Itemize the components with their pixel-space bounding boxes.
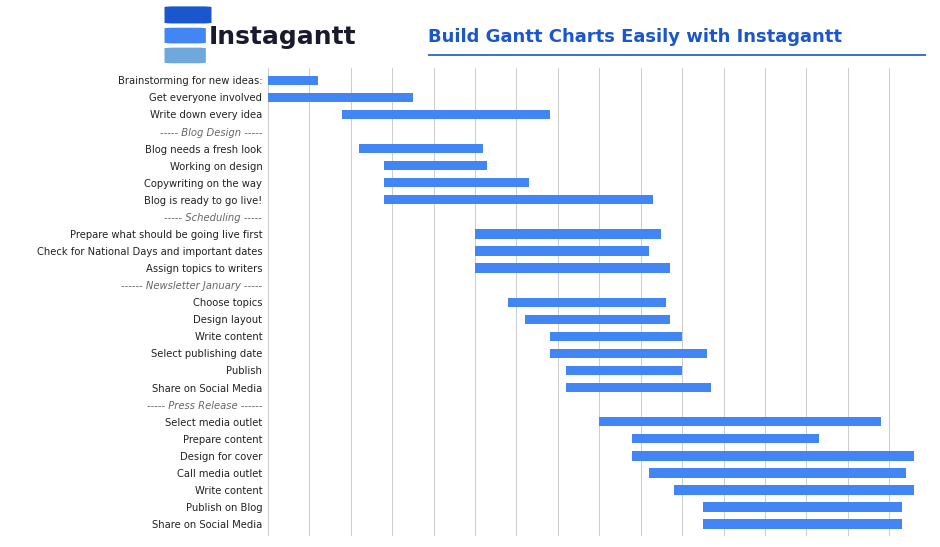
Bar (566, 366, 682, 375)
Bar (525, 315, 669, 324)
Bar (268, 75, 318, 85)
Bar (550, 331, 682, 341)
Bar (703, 502, 901, 512)
FancyBboxPatch shape (164, 28, 206, 43)
FancyBboxPatch shape (164, 7, 212, 24)
Bar (475, 246, 649, 255)
Text: Build Gantt Charts Easily with Instagantt: Build Gantt Charts Easily with Instagant… (428, 28, 841, 46)
Bar (600, 417, 881, 427)
Bar (475, 264, 669, 273)
Bar (268, 92, 413, 102)
Bar (649, 468, 906, 478)
Bar (703, 520, 901, 529)
Bar (342, 110, 550, 119)
Bar (633, 434, 819, 444)
Bar (359, 144, 483, 153)
Text: Instagantt: Instagantt (209, 25, 356, 49)
Bar (674, 485, 914, 494)
Bar (384, 178, 529, 188)
Bar (509, 298, 666, 307)
Bar (633, 451, 914, 461)
Bar (384, 161, 488, 170)
FancyBboxPatch shape (164, 48, 206, 63)
Bar (566, 383, 711, 392)
Bar (475, 229, 662, 238)
Bar (384, 195, 653, 205)
Bar (550, 349, 707, 358)
